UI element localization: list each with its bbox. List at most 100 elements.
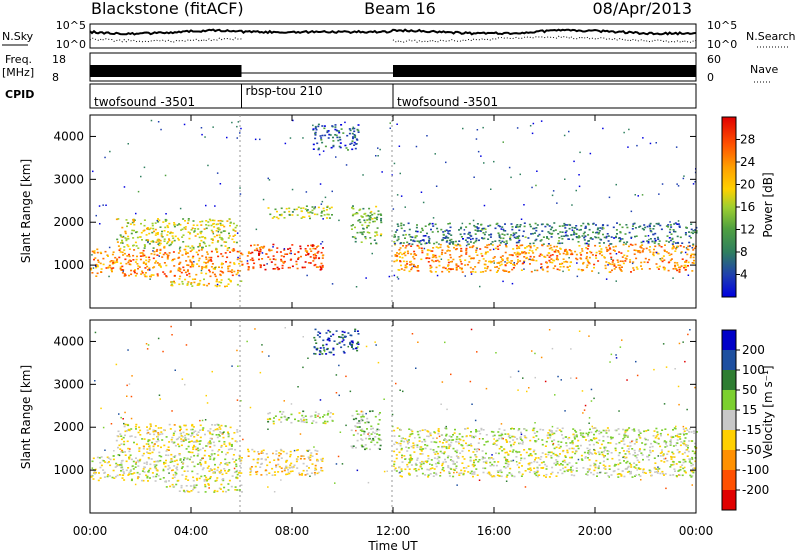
scatter-point (197, 453, 200, 455)
scatter-point (481, 450, 484, 452)
scatter-point (275, 464, 278, 467)
scatter-point (428, 242, 431, 244)
scatter-point (641, 268, 643, 270)
scatter-point (129, 435, 132, 438)
scatter-point (151, 451, 154, 454)
scatter-point (598, 242, 601, 244)
scatter-point (155, 460, 158, 463)
scatter-point (368, 438, 371, 440)
scatter-point (520, 244, 523, 247)
scatter-point (231, 274, 234, 277)
scatter-point (357, 129, 360, 132)
scatter-point (179, 459, 182, 461)
scatter-point (424, 440, 427, 443)
scatter-point (190, 261, 193, 263)
scatter-point (557, 250, 560, 252)
scatter-point (586, 474, 589, 476)
scatter-point (370, 210, 373, 213)
scatter-point (480, 427, 483, 430)
scatter-point (437, 428, 440, 430)
scatter-point (226, 451, 229, 454)
scatter-point (250, 470, 253, 472)
scatter-point (519, 225, 521, 228)
scatter-point (209, 477, 212, 480)
scatter-point (511, 475, 514, 477)
scatter-point (388, 275, 391, 278)
scatter-point (497, 452, 500, 455)
scatter-point (251, 259, 254, 262)
scatter-point (667, 269, 670, 272)
scatter-point (351, 148, 354, 151)
scatter-point (502, 437, 504, 440)
scatter-point (418, 241, 421, 244)
scatter-point (678, 271, 681, 273)
scatter-point (137, 265, 140, 267)
scatter-point (324, 134, 327, 137)
scatter-point (249, 471, 252, 474)
scatter-point (307, 262, 310, 264)
scatter-point (172, 251, 175, 253)
scatter-point (556, 454, 559, 457)
scatter-point (228, 235, 231, 237)
scatter-point (527, 245, 530, 247)
scatter-point (616, 259, 619, 261)
scatter-point (361, 419, 364, 422)
scatter-point (593, 449, 596, 452)
scatter-point (467, 471, 470, 473)
scatter-point (253, 249, 256, 252)
scatter-point (409, 236, 412, 238)
scatter-point (315, 342, 318, 344)
scatter-point (602, 127, 604, 130)
scatter-point (234, 230, 237, 232)
scatter-point (612, 249, 615, 251)
scatter-point (354, 237, 357, 240)
scatter-point (181, 236, 184, 238)
scatter-point (438, 260, 441, 263)
scatter-point (138, 473, 141, 475)
scatter-point (415, 226, 418, 229)
scatter-point (352, 126, 354, 129)
scatter-point (621, 256, 624, 258)
scatter-point (604, 465, 607, 468)
scatter-point (569, 253, 572, 256)
scatter-point (130, 469, 132, 471)
scatter-point (354, 330, 356, 332)
scatter-point (417, 270, 420, 272)
scatter-point (351, 346, 353, 348)
scatter-point (415, 266, 418, 269)
scatter-point (373, 444, 376, 446)
scatter-point (302, 410, 305, 413)
scatter-point (497, 461, 500, 463)
scatter-point (152, 445, 155, 448)
scatter-point (561, 434, 563, 436)
scatter-point (676, 264, 679, 266)
scatter-point (527, 454, 530, 457)
scatter-point (421, 249, 424, 252)
scatter-point (447, 267, 450, 270)
scatter-point (331, 125, 334, 127)
scatter-point (437, 430, 440, 433)
scatter-point (492, 431, 495, 433)
scatter-point (632, 261, 635, 263)
scatter-point (125, 219, 128, 221)
scatter-point (207, 483, 210, 485)
scatter-point (225, 462, 228, 464)
scatter-point (212, 232, 215, 235)
scatter-point (689, 458, 692, 460)
scatter-point (562, 449, 565, 452)
scatter-point (367, 433, 369, 435)
scatter-point (630, 237, 632, 239)
scatter-point (571, 204, 573, 206)
scatter-point (477, 150, 480, 153)
scatter-point (474, 458, 477, 461)
scatter-point (322, 344, 324, 347)
scatter-point (662, 454, 665, 456)
scatter-point (506, 242, 508, 244)
scatter-point (377, 447, 380, 450)
scatter-point (416, 444, 419, 446)
scatter-point (314, 137, 317, 140)
scatter-point (211, 263, 214, 265)
scatter-point (496, 474, 499, 477)
scatter-point (663, 259, 666, 261)
scatter-point (519, 244, 522, 247)
